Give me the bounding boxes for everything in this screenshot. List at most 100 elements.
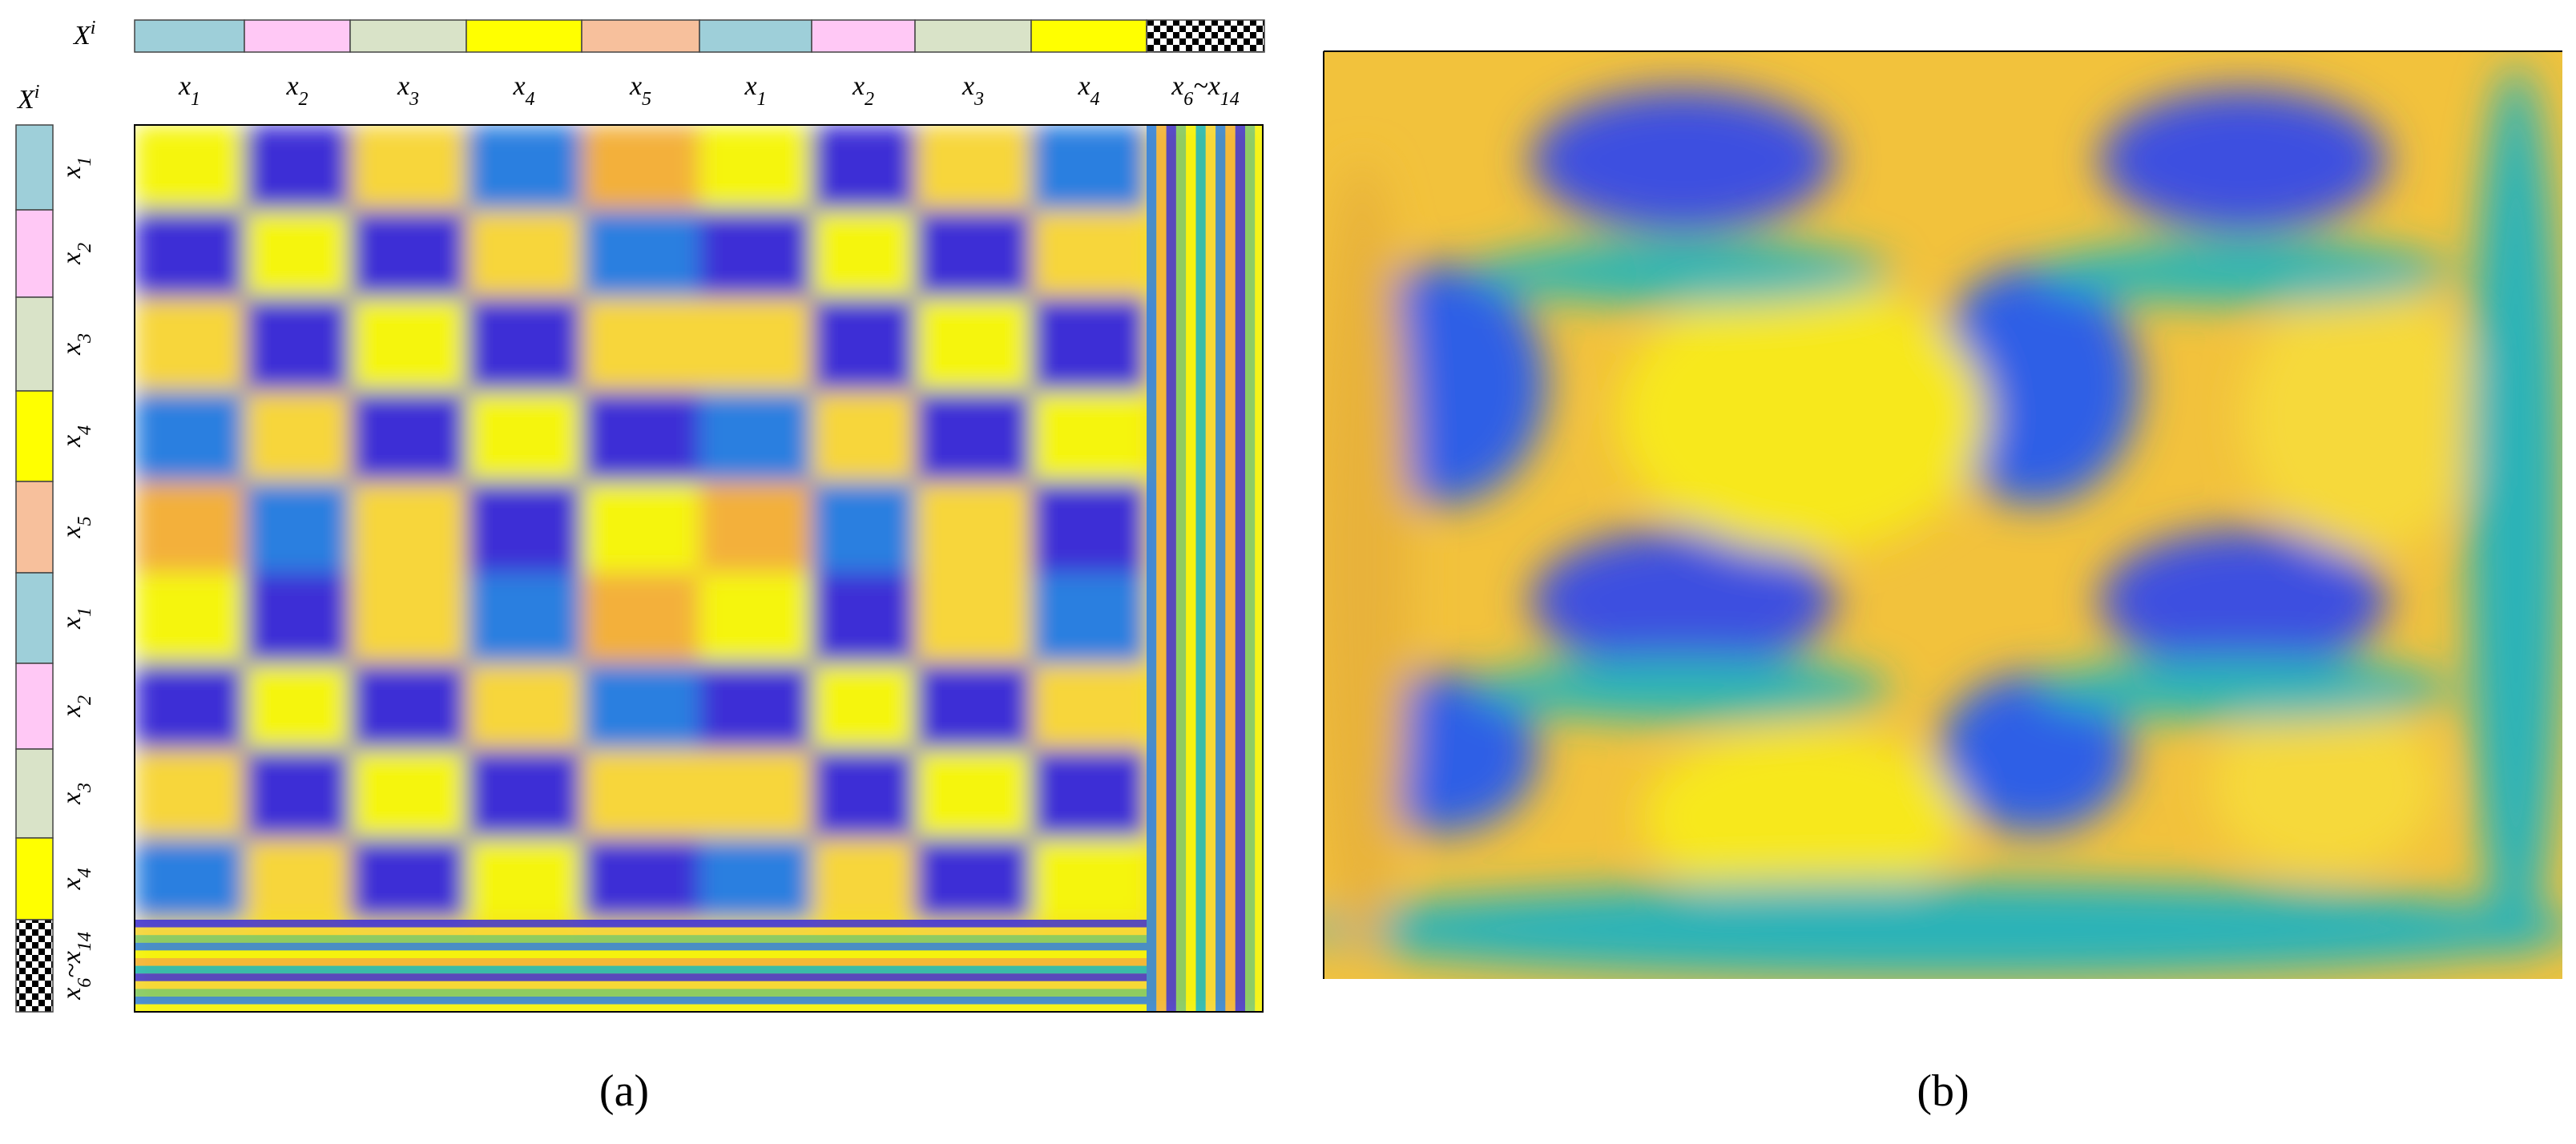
blob (2099, 529, 2388, 673)
strip (135, 920, 1147, 928)
blob (1530, 529, 1835, 673)
cell (466, 210, 582, 297)
cell (915, 573, 1031, 663)
cell (244, 663, 350, 749)
caption-a: (a) (599, 1066, 649, 1116)
strip (1147, 125, 1157, 1012)
label: x1 (178, 71, 200, 110)
cell (350, 573, 466, 663)
left-segment (15, 919, 54, 1013)
blob (2035, 657, 2452, 721)
strip (135, 989, 1147, 997)
cell (135, 210, 244, 297)
top-segment (134, 19, 245, 53)
strip (1215, 125, 1226, 1012)
cell (582, 838, 699, 920)
strip (1186, 125, 1196, 1012)
blob (2099, 88, 2388, 232)
cell (1031, 663, 1147, 749)
left-segment (15, 209, 54, 298)
cell (699, 573, 812, 663)
left-segment (15, 837, 54, 920)
label-sub: 14 (1220, 89, 1240, 110)
label: Xi (16, 82, 39, 115)
cell (812, 210, 915, 297)
label-sub: 14 (75, 932, 95, 951)
cell (135, 297, 244, 391)
cell (1031, 297, 1147, 391)
left-segment (15, 481, 54, 574)
top-segment (914, 19, 1032, 53)
strip (135, 965, 1147, 974)
labels: x1x1x2x2x3x3x4x4x5x5x1x1x2x2x3x3x4x4x6~x… (16, 18, 1240, 1001)
label: x4 (57, 425, 95, 448)
cell (1031, 391, 1147, 481)
cell (699, 297, 812, 391)
label-text: x (57, 343, 87, 356)
label-sub: 1 (75, 607, 95, 617)
label-text: x (961, 71, 974, 101)
strip (135, 935, 1147, 943)
label-text: x (1171, 71, 1183, 101)
top-segment (699, 19, 812, 53)
cell (812, 663, 915, 749)
cell (812, 391, 915, 481)
label-text: x (57, 988, 87, 1001)
label-sub: 4 (75, 425, 95, 435)
cell (350, 391, 466, 481)
caption-b: (b) (1917, 1066, 1969, 1116)
cell (466, 391, 582, 481)
cell (582, 125, 699, 210)
cell (466, 838, 582, 920)
cell (135, 573, 244, 663)
strip (135, 950, 1147, 958)
label-text: x (852, 71, 865, 101)
heatmap-b (1324, 51, 2562, 979)
cell (466, 663, 582, 749)
label-sub: 3 (75, 333, 95, 344)
label-text: x (57, 617, 87, 630)
left-segment (15, 390, 54, 482)
label: x1 (744, 71, 766, 110)
label-text: x (744, 71, 756, 101)
label-text: x (57, 252, 87, 265)
label-sub: 2 (75, 695, 95, 705)
cell (582, 481, 699, 573)
label-sub: 3 (409, 89, 419, 110)
blob (1530, 88, 1835, 232)
label-text: ~x (57, 951, 87, 978)
label: x3 (57, 783, 95, 805)
top-segment (1146, 19, 1265, 53)
cell (699, 838, 812, 920)
blob (1619, 280, 1987, 553)
label: x2 (57, 695, 95, 718)
cell (699, 663, 812, 749)
blob (2035, 240, 2452, 304)
cell (135, 663, 244, 749)
cell (812, 481, 915, 573)
cell (1031, 573, 1147, 663)
cell (582, 210, 699, 297)
cell (350, 210, 466, 297)
cell (699, 210, 812, 297)
label-text: ~x (1193, 71, 1220, 101)
cell (244, 391, 350, 481)
cell (915, 749, 1031, 838)
top-segment (466, 19, 583, 53)
label-sub: 3 (75, 783, 95, 793)
cell (699, 481, 812, 573)
cell (244, 125, 350, 210)
label-sub: 6 (75, 978, 95, 988)
label: x4 (512, 71, 534, 110)
cell (466, 481, 582, 573)
cell (699, 125, 812, 210)
strip (135, 1004, 1147, 1012)
strip (1235, 125, 1245, 1012)
cell (244, 297, 350, 391)
cell (582, 573, 699, 663)
label: x6~x14 (57, 932, 95, 1001)
blob (1474, 240, 1891, 304)
top-segment (349, 19, 467, 53)
label: x4 (1077, 71, 1099, 110)
strip (1195, 125, 1206, 1012)
